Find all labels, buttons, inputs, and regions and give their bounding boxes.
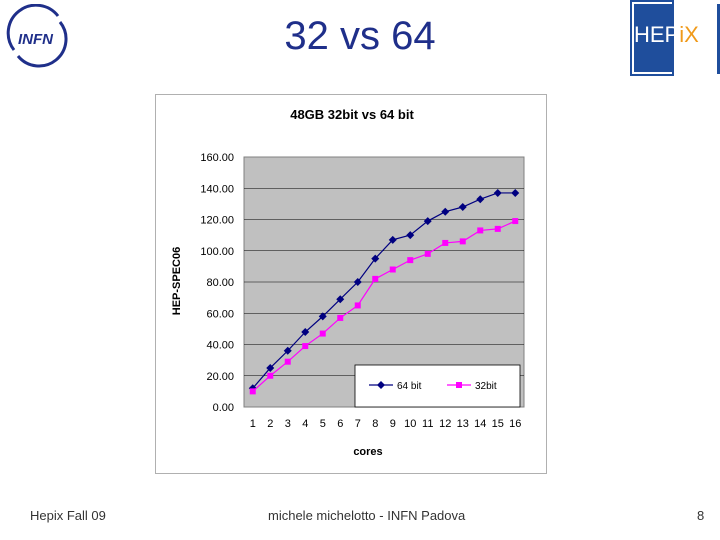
data-point xyxy=(458,203,467,211)
infn-logo-text: INFN xyxy=(18,31,54,48)
data-point xyxy=(423,217,432,226)
infn-logo: INFN xyxy=(6,3,68,68)
x-tick-label: 7 xyxy=(355,418,361,430)
data-point xyxy=(424,250,431,257)
data-point xyxy=(477,227,484,234)
x-tick-label: 11 xyxy=(422,418,433,430)
data-point xyxy=(337,314,344,321)
x-tick-label: 2 xyxy=(267,418,273,430)
x-tick-label: 5 xyxy=(320,418,326,430)
data-point xyxy=(406,231,415,240)
x-tick-label: 6 xyxy=(337,418,343,430)
page-number: 8 xyxy=(697,508,705,523)
hepix-logo: HEPiX xyxy=(628,0,720,78)
legend-label: 32bit xyxy=(475,381,497,392)
footer-center: michele michelotto - INFN Padova xyxy=(268,508,466,523)
y-tick-label: 60.00 xyxy=(206,308,234,320)
legend-marker xyxy=(377,381,385,389)
data-point xyxy=(318,312,327,321)
y-tick-label: 140.00 xyxy=(200,183,234,195)
slide-title: 32 vs 64 xyxy=(284,14,436,58)
x-tick-label: 15 xyxy=(492,418,504,430)
data-point xyxy=(319,330,326,337)
data-point xyxy=(267,372,274,379)
y-tick-label: 20.00 xyxy=(206,371,234,383)
data-point xyxy=(476,195,485,204)
data-point xyxy=(441,207,450,216)
x-tick-label: 3 xyxy=(285,418,291,430)
data-point xyxy=(407,257,414,264)
hepix-logo-text-a: HEP xyxy=(634,22,680,47)
data-point xyxy=(336,295,345,304)
data-point xyxy=(249,388,256,395)
x-tick-label: 14 xyxy=(474,418,486,430)
data-point xyxy=(301,328,310,336)
series-line-32bit xyxy=(252,220,516,392)
data-point xyxy=(266,363,275,372)
legend-label: 64 bit xyxy=(397,381,422,392)
x-tick-label: 4 xyxy=(302,418,308,430)
x-tick-label: 10 xyxy=(404,418,416,430)
x-tick-label: 12 xyxy=(439,418,451,430)
data-point xyxy=(442,239,449,246)
y-tick-label: 100.00 xyxy=(200,246,234,258)
line-chart: 48GB 32bit vs 64 bit HEP-SPEC06 cores 0.… xyxy=(171,107,525,458)
x-axis-label: cores xyxy=(353,446,382,458)
y-tick-label: 120.00 xyxy=(200,215,234,227)
y-tick-label: 40.00 xyxy=(206,340,234,352)
data-point xyxy=(512,218,519,225)
legend-marker xyxy=(456,382,462,388)
data-point xyxy=(354,302,361,309)
y-axis-label: HEP-SPEC06 xyxy=(171,247,183,315)
data-point xyxy=(494,225,501,232)
data-point xyxy=(493,188,502,197)
hepix-logo-text-b: iX xyxy=(679,22,699,47)
data-point xyxy=(283,346,292,355)
x-tick-label: 16 xyxy=(509,418,521,430)
data-point xyxy=(284,358,291,365)
chart-frame: 48GB 32bit vs 64 bit HEP-SPEC06 cores 0.… xyxy=(155,94,547,474)
x-tick-label: 8 xyxy=(372,418,378,430)
x-tick-label: 13 xyxy=(457,418,469,430)
data-point xyxy=(388,235,397,244)
footer-left: Hepix Fall 09 xyxy=(30,508,106,523)
y-tick-label: 0.00 xyxy=(213,402,234,414)
data-point xyxy=(459,238,466,245)
x-tick-label: 1 xyxy=(250,418,256,430)
y-tick-label: 80.00 xyxy=(206,277,234,289)
data-point xyxy=(389,266,396,273)
data-point xyxy=(371,254,380,263)
data-point xyxy=(511,188,520,197)
x-tick-label: 9 xyxy=(390,418,396,430)
data-point xyxy=(372,275,379,282)
data-point xyxy=(302,343,309,350)
series-line-64bit xyxy=(252,192,516,389)
y-tick-label: 160.00 xyxy=(200,152,234,164)
chart-title: 48GB 32bit vs 64 bit xyxy=(290,107,414,122)
data-point xyxy=(353,278,362,286)
